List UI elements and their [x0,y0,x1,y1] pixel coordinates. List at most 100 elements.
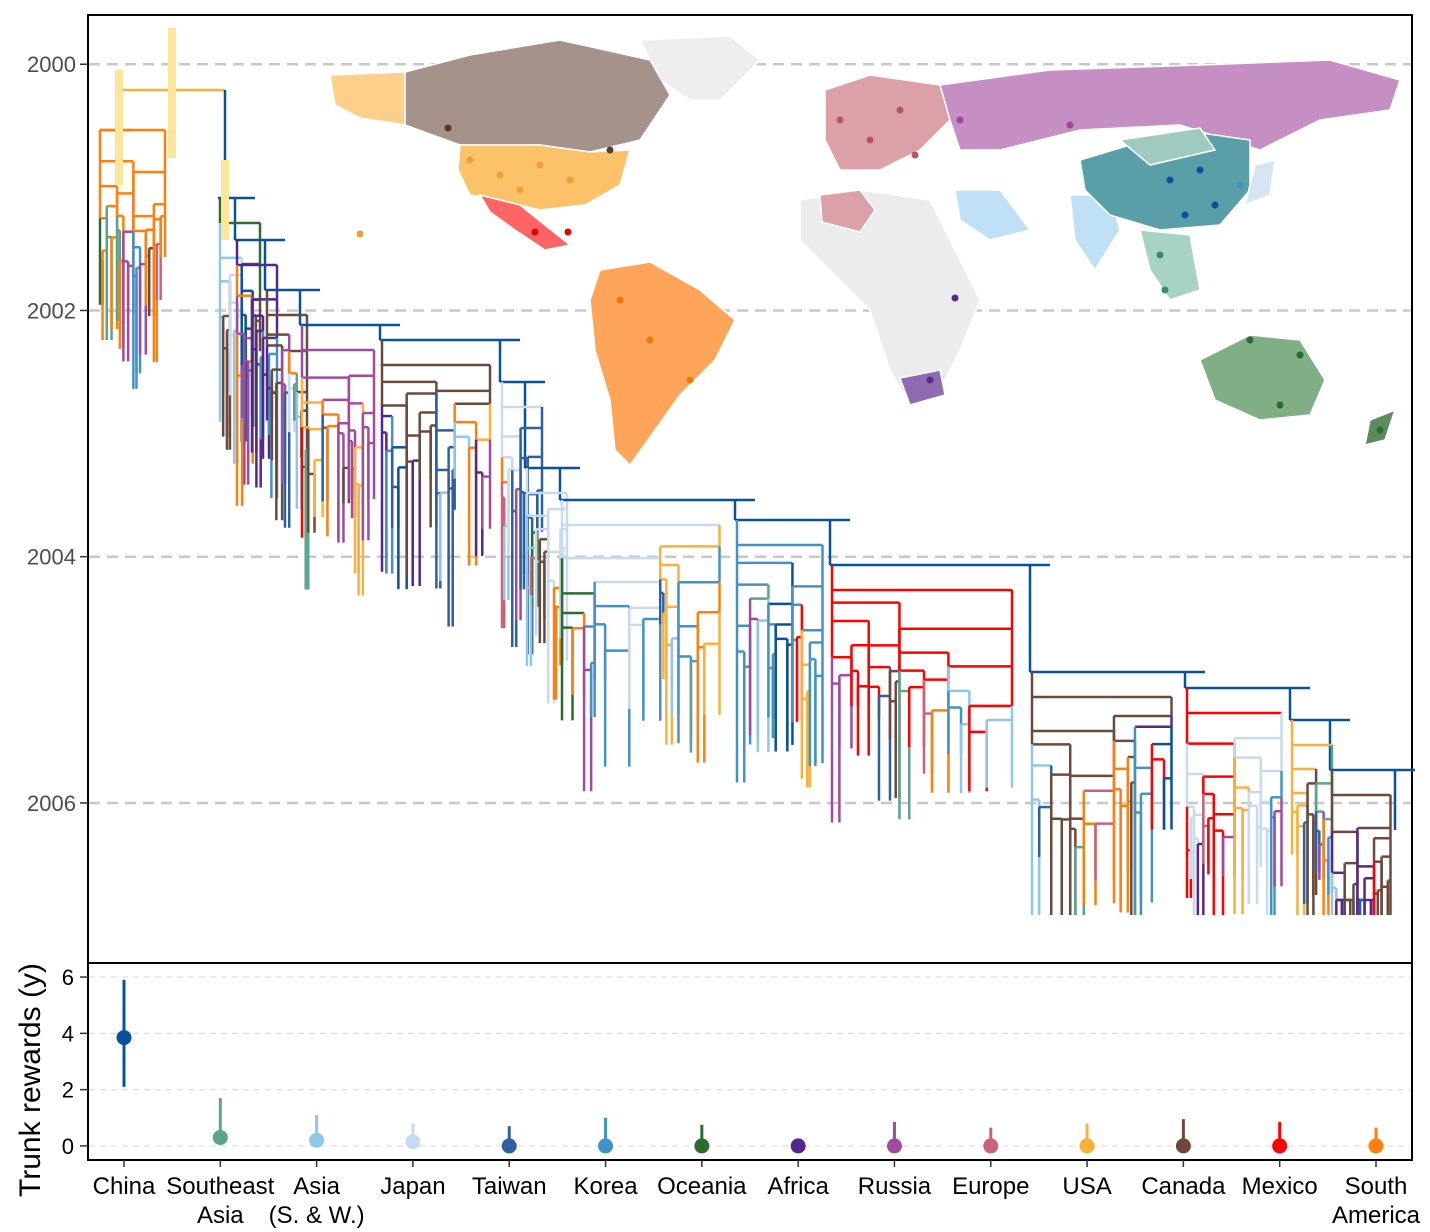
map-region [1118,127,1217,166]
category-label-line: China [93,1173,156,1200]
map-sample-dot [1181,211,1189,219]
reward-point [405,1134,421,1150]
category-label-line: Canada [1141,1173,1226,1200]
map-sample-dot [1066,121,1074,129]
category-label: Africa [767,1173,829,1200]
map-sample-dot [1196,166,1204,174]
phylogeny-panel: 2000 2002 2004 2006 [27,14,1415,964]
map-region [1199,334,1326,421]
category-label-line: USA [1062,1173,1111,1200]
trunk-rewards-ylabel: Trunk rewards (y) [14,963,47,1197]
map-sample-dot [1246,336,1254,344]
category-label: South America [1332,1173,1421,1229]
map-sample-dot [496,171,504,179]
category-label-line: Europe [952,1173,1029,1200]
map-region [404,39,671,153]
category-label-line: Africa [767,1173,829,1200]
year-axis: 2000 2002 2004 2006 [27,52,88,816]
category-label-line: Taiwan [472,1173,547,1200]
category-label-line: Southeast [166,1173,274,1200]
map-sample-dot [566,176,574,184]
reward-tick-label: 4 [62,1021,74,1046]
category-label-line: Asia [293,1173,340,1200]
map-sample-dot [926,376,934,384]
category-label-line: South [1345,1173,1408,1200]
reward-point [1272,1138,1288,1154]
map-sample-dot [951,294,959,302]
category-label-line: Mexico [1242,1173,1318,1200]
map-sample-dot [531,228,539,236]
map-region [819,189,876,233]
year-tick-label: 2004 [27,545,76,570]
category-label: Japan [380,1173,445,1200]
reward-point [1368,1138,1384,1154]
reward-point [309,1132,325,1148]
category-label-line: Asia [197,1202,244,1229]
reward-point [116,1030,132,1046]
map-sample-dot [686,376,694,384]
reward-tick-label: 2 [62,1078,74,1103]
map-region [478,193,572,251]
category-label: Korea [574,1173,639,1200]
category-label: Oceania [657,1173,747,1200]
reward-tick-label: 6 [62,965,74,990]
map-sample-dot [356,230,364,238]
category-label-line: Korea [574,1173,639,1200]
reward-tick-label: 0 [62,1134,74,1159]
category-label-line: Russia [858,1173,932,1200]
year-tick-label: 2002 [27,298,76,323]
uncertainty-bar [115,70,123,185]
phylogenetic-tree [98,28,1415,915]
map-sample-dot [536,161,544,169]
map-sample-dot [836,116,844,124]
map-sample-dot [1156,251,1164,259]
map-sample-dot [646,336,654,344]
category-label-line: (S. & W.) [269,1202,365,1229]
map-region [329,71,406,126]
category-label: Canada [1141,1173,1226,1200]
world-map [329,35,1401,467]
map-region [589,261,736,467]
reward-point [501,1138,517,1154]
category-label-line: Japan [380,1173,445,1200]
map-sample-dot [1166,176,1174,184]
map-sample-dot [896,106,904,114]
category-label-line: America [1332,1202,1421,1229]
reward-point [983,1138,999,1154]
map-sample-dot [911,151,919,159]
map-sample-dot [1236,181,1244,189]
trunk-rewards-points [116,979,1384,1154]
category-label: USA [1062,1173,1111,1200]
map-sample-dot [606,146,614,154]
map-region [457,144,632,211]
map-region [1139,229,1201,301]
map-sample-dot [466,156,474,164]
reward-point [694,1138,710,1154]
reward-point [1175,1138,1191,1154]
category-label: Mexico [1242,1173,1318,1200]
year-tick-label: 2006 [27,791,76,816]
reward-point [212,1129,228,1145]
reward-point [598,1138,614,1154]
map-region [939,59,1401,151]
map-region [1243,159,1276,207]
category-label: Europe [952,1173,1029,1200]
map-region [898,369,946,406]
map-sample-dot [1161,286,1169,294]
map-sample-dot [1276,401,1284,409]
category-label: Asia (S. & W.) [269,1173,365,1229]
year-tick-label: 2000 [27,52,76,77]
category-label: Russia [858,1173,932,1200]
map-sample-dot [564,228,572,236]
reward-point [1079,1138,1095,1154]
trunk-rewards-panel-border [87,962,1413,1161]
map-sample-dot [1211,201,1219,209]
uncertainty-bar [221,160,229,240]
map-region [954,189,1032,241]
map-sample-dot [516,186,524,194]
category-label: Southeast Asia [166,1173,274,1229]
reward-point [790,1138,806,1154]
